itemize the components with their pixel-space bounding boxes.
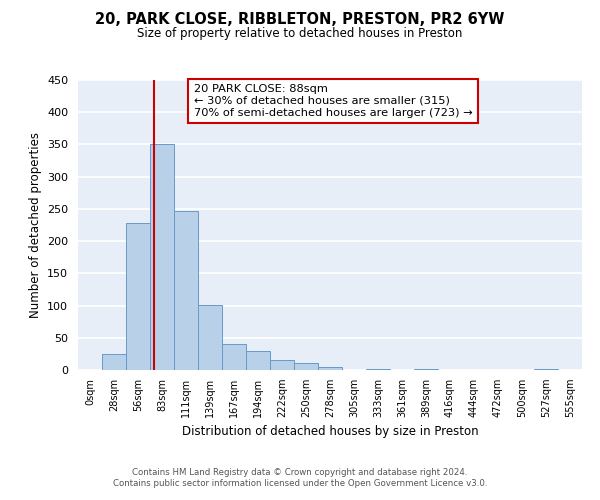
Text: 20 PARK CLOSE: 88sqm
← 30% of detached houses are smaller (315)
70% of semi-deta: 20 PARK CLOSE: 88sqm ← 30% of detached h… xyxy=(194,84,473,117)
Bar xyxy=(126,223,150,370)
Bar xyxy=(318,367,342,370)
Text: Size of property relative to detached houses in Preston: Size of property relative to detached ho… xyxy=(137,28,463,40)
X-axis label: Distribution of detached houses by size in Preston: Distribution of detached houses by size … xyxy=(182,426,478,438)
Bar xyxy=(414,368,438,370)
Bar xyxy=(294,363,318,370)
Bar xyxy=(150,144,174,370)
Bar xyxy=(270,360,294,370)
Text: 20, PARK CLOSE, RIBBLETON, PRESTON, PR2 6YW: 20, PARK CLOSE, RIBBLETON, PRESTON, PR2 … xyxy=(95,12,505,28)
Bar xyxy=(198,305,222,370)
Bar xyxy=(246,350,270,370)
Bar xyxy=(534,368,558,370)
Bar xyxy=(222,344,246,370)
Text: Contains HM Land Registry data © Crown copyright and database right 2024.
Contai: Contains HM Land Registry data © Crown c… xyxy=(113,468,487,487)
Y-axis label: Number of detached properties: Number of detached properties xyxy=(29,132,41,318)
Bar xyxy=(366,368,390,370)
Bar xyxy=(102,354,126,370)
Bar xyxy=(174,212,198,370)
